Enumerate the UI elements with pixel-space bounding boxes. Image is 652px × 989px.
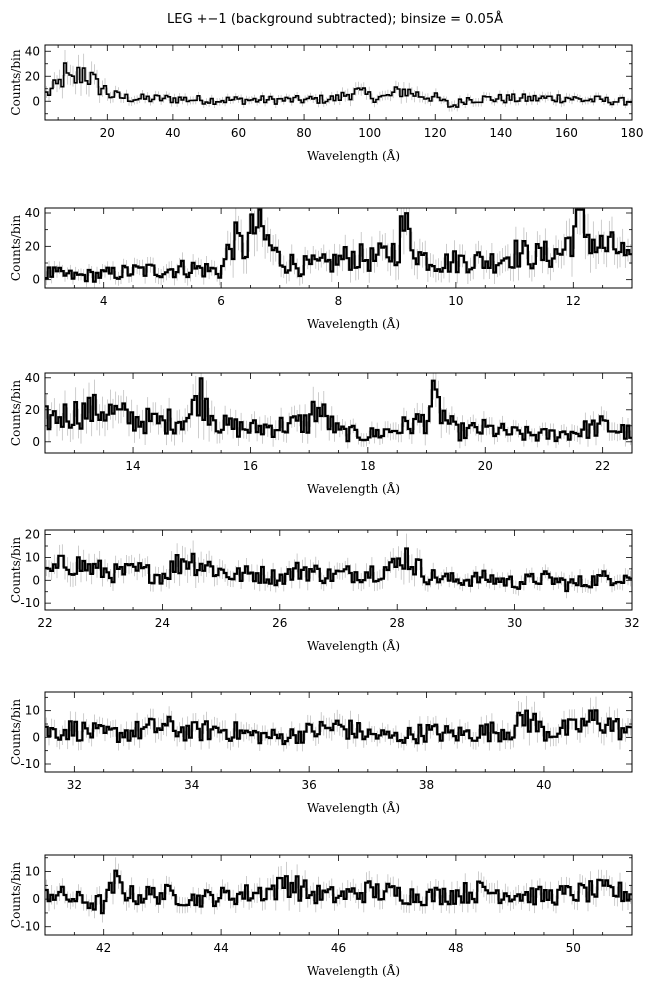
x-tick-label: 32 (67, 778, 82, 792)
y-tick-label: 0 (32, 273, 40, 287)
x-tick-label: 44 (213, 941, 228, 955)
x-tick-label: 48 (448, 941, 463, 955)
x-tick-label: 22 (37, 616, 52, 630)
y-tick-label: 10 (25, 865, 40, 879)
panel-3: 14 16 18 20 22 0 20 40 Wavelength (Å) Counts/bin (9, 371, 633, 496)
y-axis-label: Counts/bin (9, 380, 23, 446)
x-tick-label: 12 (566, 294, 581, 308)
y-tick-label: 40 (25, 206, 40, 220)
figure-title: LEG +−1 (background subtracted); binsize… (167, 11, 503, 27)
spectrum-trace-3 (45, 377, 632, 443)
x-tick-label: 140 (489, 126, 512, 140)
x-tick-label: 22 (595, 459, 610, 473)
panel-2: 4 6 8 10 12 0 20 40 Wavelength (Å) Counts/bin (9, 206, 633, 331)
panel-4: 22 24 26 28 30 32 -10 0 10 20 Wavelength (Å) Counts… (9, 528, 640, 653)
x-tick-label: 46 (331, 941, 346, 955)
x-tick-label: 6 (217, 294, 225, 308)
x-axis-label: Wavelength (Å) (307, 963, 400, 978)
x-tick-label: 28 (390, 616, 405, 630)
y-axis-label: Counts/bin (9, 49, 23, 115)
x-tick-label: 80 (296, 126, 311, 140)
x-tick-label: 26 (272, 616, 287, 630)
x-tick-label: 32 (624, 616, 639, 630)
y-tick-label: 0 (32, 435, 40, 449)
spectrum-trace-6 (45, 869, 632, 915)
x-tick-label: 20 (100, 126, 115, 140)
x-axis-label: Wavelength (Å) (307, 638, 400, 653)
y-tick-label: 20 (25, 239, 40, 253)
x-tick-label: 50 (566, 941, 581, 955)
y-axis-label: Counts/bin (9, 537, 23, 603)
x-axis-label: Wavelength (Å) (307, 800, 400, 815)
y-tick-label: 0 (32, 94, 40, 108)
x-tick-label: 160 (555, 126, 578, 140)
x-tick-label: 120 (424, 126, 447, 140)
y-axis-label: Counts/bin (9, 862, 23, 928)
x-tick-label: 42 (96, 941, 111, 955)
x-tick-label: 34 (184, 778, 199, 792)
y-tick-label: 40 (25, 371, 40, 385)
x-axis-label: Wavelength (Å) (307, 148, 400, 163)
y-tick-label: 10 (25, 704, 40, 718)
y-tick-label: 0 (32, 730, 40, 744)
x-tick-label: 16 (243, 459, 258, 473)
x-tick-label: 24 (155, 616, 170, 630)
x-tick-label: 180 (621, 126, 644, 140)
panel-6: 42 44 46 48 50 -10 0 10 Wavelength (Å) Counts/bin (9, 854, 633, 978)
y-tick-label: 40 (25, 44, 40, 58)
x-tick-label: 10 (448, 294, 463, 308)
y-tick-label: 20 (25, 528, 40, 542)
y-tick-label: -10 (20, 757, 40, 771)
y-tick-label: -10 (20, 920, 40, 934)
x-tick-label: 30 (507, 616, 522, 630)
x-tick-label: 8 (335, 294, 343, 308)
panel-5: 32 34 36 38 40 -10 0 10 Wavelength (Å) Counts/bin (9, 691, 633, 815)
x-axis-label: Wavelength (Å) (307, 316, 400, 331)
y-axis-label: Counts/bin (9, 215, 23, 281)
x-tick-label: 60 (231, 126, 246, 140)
x-tick-label: 14 (125, 459, 140, 473)
x-tick-label: 40 (536, 778, 551, 792)
spectrum-trace-5 (45, 709, 632, 746)
spectrum-trace-2 (45, 208, 632, 283)
y-tick-label: 0 (32, 892, 40, 906)
x-tick-label: 20 (478, 459, 493, 473)
error-bars-3 (45, 373, 632, 449)
x-tick-label: 38 (419, 778, 434, 792)
y-tick-label: 20 (25, 403, 40, 417)
y-tick-label: -10 (20, 596, 40, 610)
x-tick-label: 100 (358, 126, 381, 140)
y-axis-label: Counts/bin (9, 699, 23, 765)
y-tick-label: 0 (32, 573, 40, 587)
x-tick-label: 4 (100, 294, 108, 308)
plot-frame-1 (44, 44, 633, 121)
x-tick-label: 40 (165, 126, 180, 140)
y-tick-label: 10 (25, 550, 40, 564)
panel-1: 20 40 60 80 100 120 140 160 180 0 20 40 Wavelength (… (9, 44, 643, 163)
x-tick-label: 36 (302, 778, 317, 792)
x-tick-label: 18 (360, 459, 375, 473)
spectrum-trace-4 (45, 547, 632, 593)
spectrum-trace-1 (45, 62, 632, 108)
x-axis-label: Wavelength (Å) (307, 481, 400, 496)
y-tick-label: 20 (25, 69, 40, 83)
error-bars-1 (45, 50, 632, 112)
